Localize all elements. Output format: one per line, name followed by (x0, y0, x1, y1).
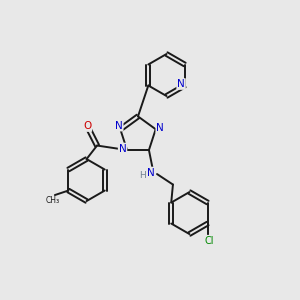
Text: N: N (156, 123, 164, 133)
Text: N: N (115, 121, 123, 131)
Text: N: N (119, 143, 126, 154)
Text: CH₃: CH₃ (45, 196, 59, 205)
Text: N: N (147, 167, 155, 178)
Text: O: O (83, 121, 91, 131)
Text: N: N (177, 79, 185, 89)
Text: H: H (139, 171, 145, 180)
Text: Cl: Cl (204, 236, 214, 246)
